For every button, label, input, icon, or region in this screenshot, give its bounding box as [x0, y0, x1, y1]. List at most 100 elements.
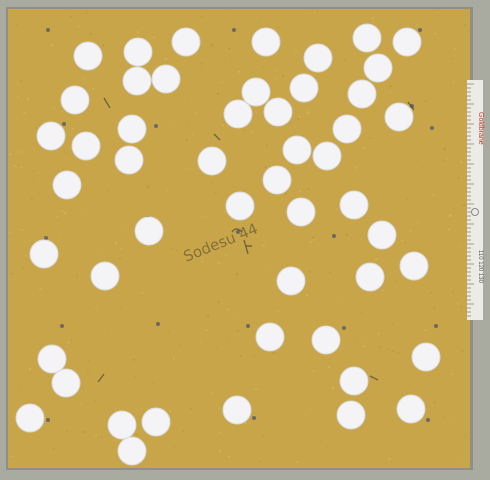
- punched-hole: [36, 121, 66, 151]
- punched-hole: [312, 141, 342, 171]
- cork-speck: [382, 289, 384, 292]
- cork-speck: [76, 274, 79, 277]
- cork-speck: [194, 111, 197, 114]
- cork-speck: [174, 124, 176, 126]
- cork-speck: [199, 341, 202, 343]
- ruler-ticks: [467, 83, 474, 317]
- punched-hole: [311, 325, 341, 355]
- cork-speck: [116, 371, 118, 373]
- cork-speck: [212, 260, 214, 262]
- cork-speck: [313, 11, 316, 14]
- cork-speck: [94, 307, 97, 309]
- cork-speck: [262, 434, 265, 437]
- cork-speck: [255, 394, 257, 396]
- cork-speck: [92, 87, 95, 90]
- cork-speck: [449, 244, 450, 246]
- punched-hole: [303, 43, 333, 73]
- cork-speck: [103, 332, 105, 334]
- cork-speck: [312, 238, 315, 241]
- cork-speck: [389, 85, 392, 88]
- cork-speck: [132, 358, 135, 361]
- cork-speck: [361, 341, 364, 343]
- pin: [60, 324, 64, 328]
- marker-stroke: [97, 97, 379, 383]
- cork-speck: [160, 23, 162, 24]
- cork-speck: [386, 364, 388, 366]
- cork-speck: [125, 226, 127, 228]
- cork-speck: [443, 159, 446, 162]
- cork-speck: [221, 81, 223, 84]
- cork-speck: [46, 75, 48, 78]
- marker-strokes: [97, 97, 415, 383]
- cork-speck: [119, 257, 122, 260]
- cork-speck: [190, 407, 193, 410]
- punched-hole: [52, 170, 82, 200]
- cork-speck: [345, 434, 347, 436]
- cork-speck: [394, 444, 396, 446]
- cork-speck: [114, 241, 118, 245]
- cork-speck: [219, 432, 222, 435]
- cork-speck: [120, 306, 122, 309]
- cork-speck: [432, 193, 435, 196]
- pin: [434, 324, 438, 328]
- cork-speck: [412, 286, 415, 289]
- cork-speck: [281, 75, 284, 78]
- cork-speck: [67, 341, 70, 344]
- cork-speck: [457, 12, 459, 14]
- cork-speck: [233, 144, 235, 146]
- cork-speck: [187, 123, 189, 126]
- cork-speck: [298, 115, 301, 118]
- cork-speck: [12, 98, 14, 100]
- cork-speck: [454, 47, 457, 50]
- cork-speck: [168, 18, 171, 20]
- cork-speck: [58, 236, 60, 238]
- cork-speck: [240, 355, 243, 358]
- cork-speck: [241, 357, 243, 359]
- cork-speck: [35, 101, 37, 103]
- cork-speck: [385, 421, 388, 423]
- cork-speck: [181, 429, 185, 432]
- cork-speck: [200, 15, 203, 18]
- cork-speck: [297, 117, 300, 120]
- cork-speck: [82, 78, 84, 80]
- cork-speck: [227, 47, 231, 50]
- cork-speck: [227, 308, 230, 311]
- cork-speck: [462, 204, 466, 207]
- cork-speck: [319, 433, 321, 435]
- punched-hole: [151, 64, 181, 94]
- cork-speck: [10, 455, 13, 458]
- cork-speck: [335, 209, 338, 211]
- cork-speck: [293, 55, 295, 57]
- cork-speck: [19, 388, 22, 390]
- cork-speck: [434, 39, 435, 41]
- cork-speck: [136, 276, 138, 278]
- cork-speck: [281, 71, 283, 73]
- cork-speck: [113, 440, 115, 442]
- cork-speck: [137, 31, 140, 34]
- cork-speck: [169, 410, 172, 413]
- punched-hole: [399, 251, 429, 281]
- cork-speck: [337, 48, 339, 50]
- cork-speck: [23, 111, 26, 114]
- cork-speck: [15, 122, 17, 124]
- cork-speck: [101, 43, 105, 47]
- cork-speck: [254, 387, 258, 391]
- cork-speck: [397, 351, 400, 354]
- cork-speck: [360, 311, 363, 314]
- cork-speck: [218, 449, 222, 453]
- cork-speck: [214, 191, 217, 194]
- cork-speck: [377, 332, 380, 335]
- cork-speck: [50, 43, 53, 47]
- punched-hole: [141, 407, 171, 437]
- cork-speck: [42, 111, 44, 113]
- cork-speck: [9, 153, 12, 156]
- cork-speck: [458, 245, 460, 248]
- cork-speck: [362, 147, 365, 149]
- cork-speck: [446, 158, 449, 160]
- cork-speck: [11, 272, 14, 275]
- cork-speck: [409, 229, 412, 232]
- pin: [44, 236, 48, 240]
- cork-speck: [200, 62, 203, 65]
- pin: [156, 322, 160, 326]
